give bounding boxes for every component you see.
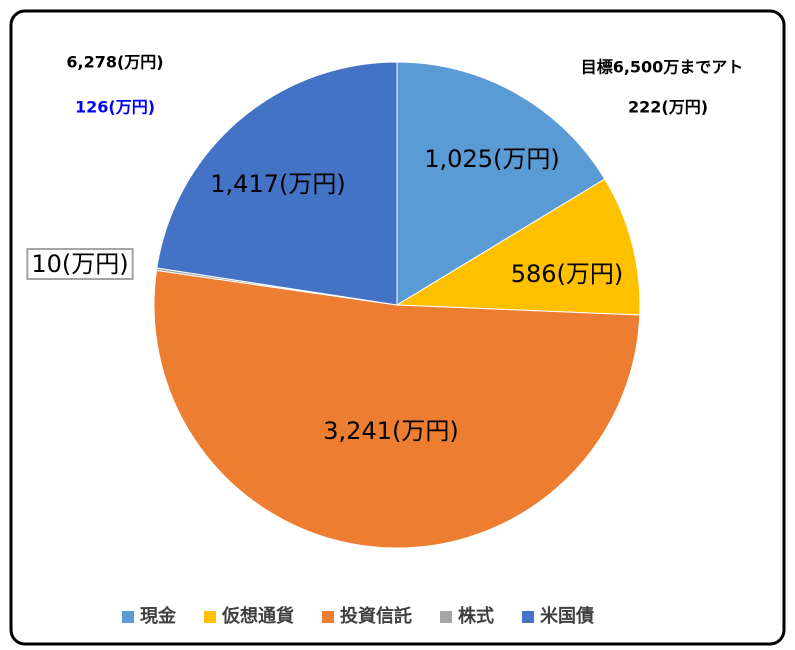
data-label: 586(万円) [511,260,624,288]
pie-slice [395,178,641,316]
pie-slice [396,61,606,306]
data-label: 1,417(万円) [210,170,345,198]
legend-swatch [122,611,134,623]
annotation: 222(万円) [628,98,708,117]
legend-swatch [522,611,534,623]
legend-label: 現金 [140,605,177,627]
annotation: 6,278(万円) [66,53,163,72]
data-label: 10(万円) [31,250,128,278]
pie-slice [153,269,641,549]
data-label: 1,025(万円) [424,145,559,173]
legend-label: 株式 [458,605,494,627]
legend-label: 米国債 [540,605,594,627]
legend-label: 投資信託 [340,605,412,627]
annotation: 126(万円) [75,98,155,117]
pie-slice [156,61,398,306]
data-label-box [26,248,134,280]
legend-label: 仮想通貨 [221,605,294,627]
data-label: 3,241(万円) [323,417,458,445]
annotation: 目標6,500万までアト [581,58,744,77]
legend-swatch [204,611,216,623]
legend-swatch [322,611,334,623]
legend-swatch [440,611,452,623]
